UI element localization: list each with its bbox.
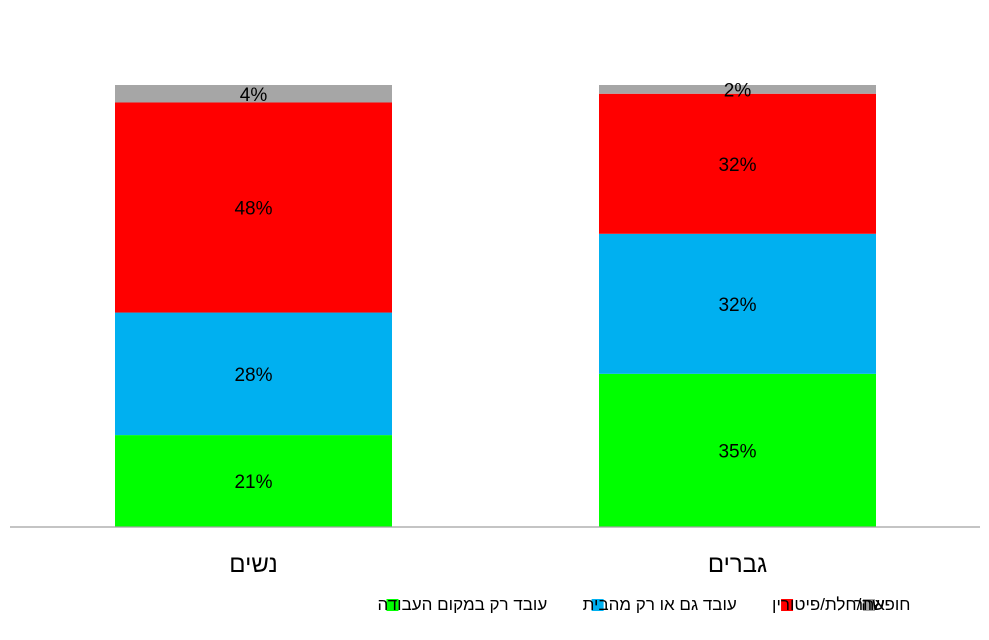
- data-label: 2%: [724, 80, 752, 101]
- bar-stack: 35% 32% 32% 2%: [599, 80, 876, 527]
- data-label: 4%: [240, 85, 268, 106]
- data-label: 32%: [718, 295, 756, 316]
- bar-segment: [115, 102, 392, 313]
- legend-label: אחר: [854, 595, 885, 614]
- bar-segment: [115, 85, 392, 103]
- category-label: נשים: [229, 551, 277, 578]
- bar-segment: [599, 85, 876, 94]
- data-label: 21%: [234, 472, 272, 493]
- legend-label: חופשה/חלת/פיטורין: [772, 595, 910, 614]
- bar-segment: [115, 435, 392, 527]
- legend-swatch: [863, 599, 875, 611]
- legend-swatch: [591, 599, 604, 611]
- bar-segment: [599, 93, 876, 234]
- data-label: 32%: [718, 155, 756, 176]
- bar-segment: [115, 312, 392, 436]
- bar-segment: [599, 233, 876, 374]
- bars-group: 21% 28% 48% 4% 35% 32% 32% 2%: [115, 80, 876, 527]
- category-label: גברים: [708, 551, 767, 578]
- bar-stack: 21% 28% 48% 4%: [115, 85, 392, 527]
- legend-item: עובד רק במקום העבודה: [377, 595, 547, 614]
- category-labels: נשים גברים: [229, 551, 767, 578]
- legend-swatch: [781, 599, 794, 611]
- legend-item: חופשה/חלת/פיטורין: [772, 595, 910, 614]
- legend-swatch: [386, 599, 399, 611]
- data-label: 35%: [718, 441, 756, 462]
- legend-label: עובד רק במקום העבודה: [377, 595, 547, 614]
- bar-segment: [599, 373, 876, 527]
- legend-label: עובד גם או רק מהבית: [583, 595, 737, 614]
- legend-item: אחר: [854, 595, 885, 614]
- data-label: 28%: [234, 365, 272, 386]
- legend-item: עובד גם או רק מהבית: [583, 595, 737, 614]
- data-label: 48%: [234, 199, 272, 220]
